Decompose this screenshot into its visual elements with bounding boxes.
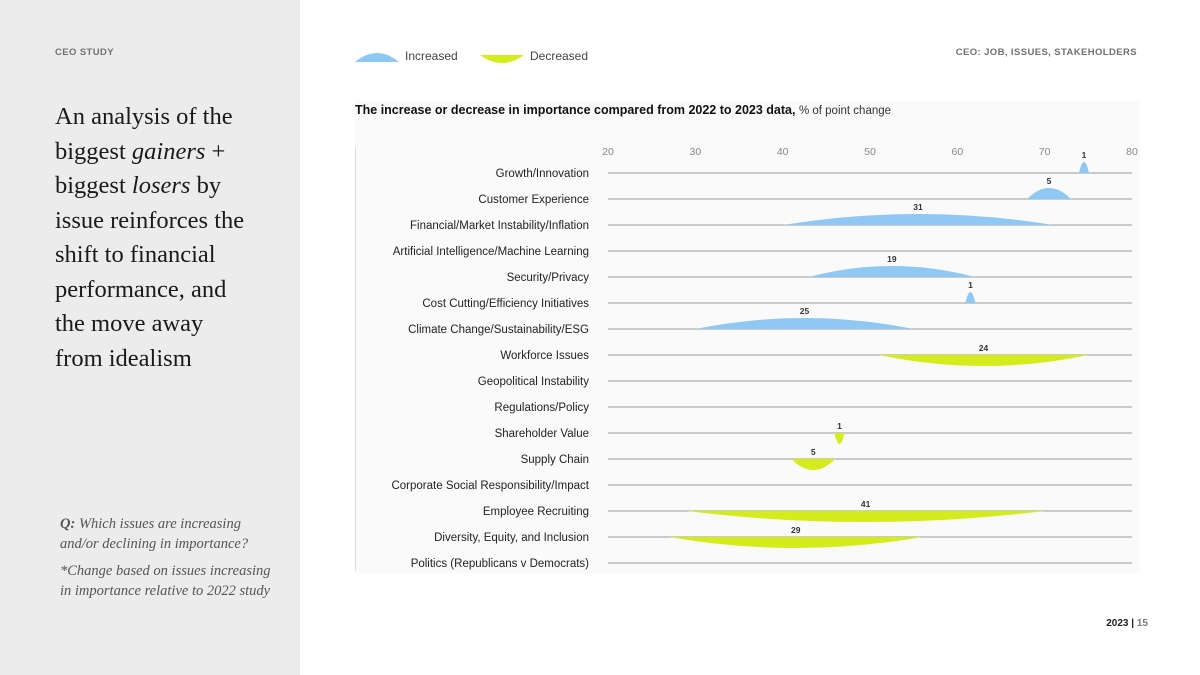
headline-part: by issue reinforces the shift to financi… <box>55 172 245 372</box>
left-panel: CEO STUDY An analysis of the biggest gai… <box>0 0 300 675</box>
question-prefix: Q: <box>60 516 76 532</box>
category-label: Corporate Social Responsibility/Impact <box>391 480 589 492</box>
headline-emphasis-gainers: gainers <box>131 137 206 165</box>
x-tick-label: 20 <box>602 146 614 158</box>
question-text: Q: Which issues are increasing and/or de… <box>60 514 275 554</box>
chart-title-bold: The increase or decrease in importance c… <box>355 103 796 117</box>
change-value-label: 25 <box>800 306 810 316</box>
category-label: Employee Recruiting <box>483 506 589 518</box>
category-label: Customer Experience <box>478 194 589 206</box>
change-value-label: 29 <box>791 525 801 535</box>
footer-year: 2023 <box>1106 618 1129 629</box>
footer-page: 15 <box>1136 618 1148 629</box>
change-value-label: 1 <box>837 421 842 431</box>
x-tick-label: 50 <box>864 146 876 158</box>
change-value-label: 5 <box>1047 176 1052 186</box>
question-body: Which issues are increasing and/or decli… <box>60 516 249 552</box>
x-tick-label: 70 <box>1039 146 1051 158</box>
change-value-label: 41 <box>861 499 871 509</box>
change-value-label: 1 <box>968 280 973 290</box>
category-label: Growth/Innovation <box>496 168 589 180</box>
x-tick-label: 30 <box>689 146 701 158</box>
legend-decreased-label: Decreased <box>530 49 589 63</box>
x-tick-label: 40 <box>777 146 789 158</box>
category-label: Artificial Intelligence/Machine Learning <box>393 246 589 258</box>
increase-arc <box>1027 188 1071 199</box>
chart-title: The increase or decrease in importance c… <box>355 102 891 119</box>
chart-title-unit: % of point change <box>798 105 892 117</box>
headline-part: + biggest <box>55 137 226 200</box>
headline-emphasis-losers: losers <box>131 172 191 199</box>
category-label: Climate Change/Sustainability/ESG <box>408 324 589 336</box>
headline: An analysis of the biggest gainers + big… <box>55 100 255 376</box>
page-number: 2023 | 15 <box>1106 618 1148 629</box>
footer-separator: | <box>1131 618 1135 629</box>
decrease-arc <box>834 433 845 444</box>
increase-arc <box>965 292 976 303</box>
x-tick-label: 80 <box>1126 146 1138 158</box>
headline-part: An analysis of the biggest <box>55 103 233 165</box>
change-value-label: 24 <box>979 343 989 353</box>
section-kicker: CEO STUDY <box>55 47 115 58</box>
decrease-arc <box>791 459 836 470</box>
increase-arc <box>695 318 914 329</box>
increase-arc <box>808 266 975 277</box>
category-label: Security/Privacy <box>507 272 590 284</box>
category-label: Supply Chain <box>521 454 589 466</box>
category-label: Regulations/Policy <box>494 402 589 414</box>
category-label: Shareholder Value <box>495 428 589 440</box>
arc-chart: 20 30 40 50 60 70 80 Growth/Innovation Customer … <box>355 146 1138 571</box>
change-value-label: 19 <box>887 254 897 264</box>
change-value-label: 1 <box>1082 150 1087 160</box>
increase-arc <box>782 214 1054 225</box>
legend-increased-swatch <box>355 53 399 62</box>
category-label: Cost Cutting/Efficiency Initiatives <box>422 298 589 310</box>
header-kicker: CEO: JOB, ISSUES, STAKEHOLDERS <box>955 47 1137 58</box>
change-value-label: 5 <box>811 447 816 457</box>
decrease-arc <box>686 511 1045 522</box>
change-value-label: 31 <box>913 202 923 212</box>
chart-panel: 20 30 40 50 60 70 80 Growth/Innovation Customer … <box>355 101 1140 573</box>
decrease-arc <box>878 355 1089 366</box>
legend-decreased-swatch <box>480 55 524 63</box>
category-label: Financial/Market Instability/Inflation <box>410 220 589 232</box>
category-label: Workforce Issues <box>500 350 589 362</box>
legend-increased-label: Increased <box>405 49 458 63</box>
category-label: Diversity, Equity, and Inclusion <box>434 532 589 544</box>
category-label: Politics (Republicans v Democrats) <box>411 558 589 570</box>
increase-arc <box>1078 162 1089 173</box>
footnote: *Change based on issues increasing in im… <box>60 563 271 599</box>
x-tick-label: 60 <box>951 146 963 158</box>
category-label: Geopolitical Instability <box>478 376 589 388</box>
decrease-arc <box>669 537 923 548</box>
